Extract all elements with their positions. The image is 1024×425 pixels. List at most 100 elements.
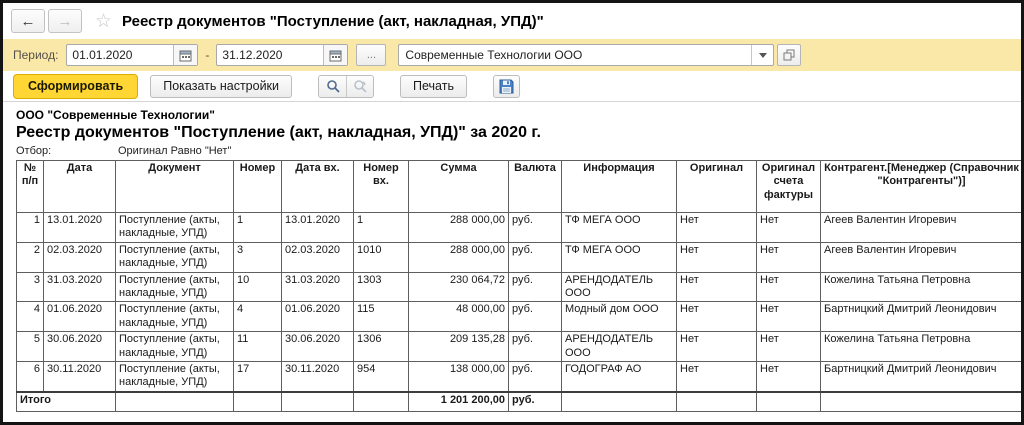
cell-date[interactable]: 01.06.2020 — [43, 301, 116, 333]
cell-date-in[interactable]: 31.03.2020 — [281, 271, 354, 303]
cell-date-in[interactable]: 01.06.2020 — [281, 301, 354, 333]
cell-number[interactable]: 17 — [233, 361, 282, 393]
cell-original[interactable]: Нет — [676, 361, 757, 393]
cell-info[interactable]: АРЕНДОДАТЕЛЬ ООО — [561, 331, 677, 363]
period-more-button[interactable]: ... — [356, 44, 387, 66]
organization-value: Современные Технологии ООО — [405, 48, 583, 62]
cell-number-in[interactable]: 1306 — [353, 331, 409, 363]
cell-number[interactable]: 4 — [233, 301, 282, 333]
cell-info[interactable]: ГОДОГРАФ АО — [561, 361, 677, 393]
calendar-icon[interactable] — [173, 45, 198, 65]
cell-doc[interactable]: Поступление (акты, накладные, УПД) — [115, 271, 234, 303]
cell-num[interactable]: 1 — [16, 212, 44, 243]
cell-currency[interactable]: руб. — [508, 301, 562, 333]
cell-sum[interactable]: 288 000,00 — [408, 241, 509, 273]
cell-date-in[interactable]: 13.01.2020 — [281, 212, 354, 243]
cell-number-in[interactable]: 954 — [353, 361, 409, 393]
cell-date[interactable]: 30.11.2020 — [43, 361, 116, 393]
forward-icon: → — [57, 12, 73, 30]
print-button[interactable]: Печать — [400, 74, 467, 98]
cell-num[interactable]: 2 — [16, 241, 44, 273]
cell-number[interactable]: 1 — [233, 212, 282, 243]
cell-info[interactable]: Модный дом ООО — [561, 301, 677, 333]
cell-original[interactable]: Нет — [676, 271, 757, 303]
filter-bar: Период: - ... Современные Технологии ООО — [3, 39, 1021, 71]
cell-contractor[interactable]: Агеев Валентин Игоревич — [820, 241, 1021, 273]
date-from-input[interactable] — [67, 45, 174, 65]
date-to-input[interactable] — [217, 45, 324, 65]
favorite-star-icon[interactable]: ☆ — [95, 10, 113, 32]
cell-sum[interactable]: 230 064,72 — [408, 271, 509, 303]
cell-date-in[interactable]: 30.11.2020 — [281, 361, 354, 393]
cell-date[interactable]: 02.03.2020 — [43, 241, 116, 273]
cell-original-invoice[interactable]: Нет — [756, 301, 821, 333]
cell-contractor[interactable]: Кожелина Татьяна Петровна — [820, 271, 1021, 303]
cell-original-invoice[interactable]: Нет — [756, 361, 821, 393]
col-header-info: Информация — [561, 160, 677, 213]
cell-doc[interactable]: Поступление (акты, накладные, УПД) — [115, 241, 234, 273]
cell-sum[interactable]: 138 000,00 — [408, 361, 509, 393]
cell-contractor[interactable]: Агеев Валентин Игоревич — [820, 212, 1021, 243]
cell-contractor[interactable]: Бартницкий Дмитрий Леонидович — [820, 361, 1021, 393]
cell-currency[interactable]: руб. — [508, 331, 562, 363]
cell-date-in[interactable]: 02.03.2020 — [281, 241, 354, 273]
cell-original-invoice[interactable]: Нет — [756, 331, 821, 363]
cell-original-invoice[interactable]: Нет — [756, 271, 821, 303]
search-reset-button[interactable] — [346, 75, 374, 97]
cell-doc[interactable]: Поступление (акты, накладные, УПД) — [115, 301, 234, 333]
cell-doc[interactable]: Поступление (акты, накладные, УПД) — [115, 331, 234, 363]
cell-date[interactable]: 30.06.2020 — [43, 331, 116, 363]
cell-original-invoice[interactable]: Нет — [756, 212, 821, 243]
cell-original[interactable]: Нет — [676, 301, 757, 333]
cell-number[interactable]: 3 — [233, 241, 282, 273]
cell-original[interactable]: Нет — [676, 241, 757, 273]
calendar-icon[interactable] — [323, 45, 348, 65]
cell-doc[interactable]: Поступление (акты, накладные, УПД) — [115, 361, 234, 393]
cell-info[interactable]: АРЕНДОДАТЕЛЬ ООО — [561, 271, 677, 303]
cell-num[interactable]: 4 — [16, 301, 44, 333]
search-icon — [326, 80, 340, 93]
table-row: 6 30.11.2020 Поступление (акты, накладны… — [16, 361, 1021, 393]
cell-info[interactable]: ТФ МЕГА ООО — [561, 241, 677, 273]
cell-number[interactable]: 11 — [233, 331, 282, 363]
cell-currency[interactable]: руб. — [508, 241, 562, 273]
cell-number-in[interactable]: 1303 — [353, 271, 409, 303]
cell-number-in[interactable]: 115 — [353, 301, 409, 333]
cell-num[interactable]: 3 — [16, 271, 44, 303]
cell-currency[interactable]: руб. — [508, 361, 562, 393]
cell-sum[interactable]: 48 000,00 — [408, 301, 509, 333]
cell-currency[interactable]: руб. — [508, 212, 562, 243]
forward-button[interactable]: → — [48, 9, 82, 33]
cell-info[interactable]: ТФ МЕГА ООО — [561, 212, 677, 243]
cell-currency[interactable]: руб. — [508, 271, 562, 303]
cell-date-in[interactable]: 30.06.2020 — [281, 331, 354, 363]
cell-original-invoice[interactable]: Нет — [756, 241, 821, 273]
cell-original[interactable]: Нет — [676, 212, 757, 243]
organization-combobox[interactable]: Современные Технологии ООО — [398, 44, 775, 66]
show-settings-button[interactable]: Показать настройки — [150, 74, 293, 98]
cell-number[interactable]: 10 — [233, 271, 282, 303]
save-result-button[interactable] — [492, 74, 520, 98]
col-header-number: Номер — [233, 160, 282, 213]
cell-original[interactable]: Нет — [676, 331, 757, 363]
search-button-group — [318, 74, 375, 98]
cell-number-in[interactable]: 1010 — [353, 241, 409, 273]
search-button[interactable] — [319, 75, 347, 97]
back-button[interactable]: ← — [11, 9, 45, 33]
cell-num[interactable]: 5 — [16, 331, 44, 363]
cell-num[interactable]: 6 — [16, 361, 44, 393]
cell-date[interactable]: 13.01.2020 — [43, 212, 116, 243]
cell-sum[interactable]: 288 000,00 — [408, 212, 509, 243]
total-sum: 1 201 200,00 — [408, 390, 509, 413]
back-icon: ← — [20, 12, 36, 30]
cell-number-in[interactable]: 1 — [353, 212, 409, 243]
cell-contractor[interactable]: Кожелина Татьяна Петровна — [820, 331, 1021, 363]
cell-doc[interactable]: Поступление (акты, накладные, УПД) — [115, 212, 234, 243]
chevron-down-icon[interactable] — [751, 45, 773, 65]
generate-button[interactable]: Сформировать — [13, 73, 139, 99]
col-header-date-in: Дата вх. — [281, 160, 354, 213]
open-organization-button[interactable] — [777, 44, 802, 66]
cell-contractor[interactable]: Бартницкий Дмитрий Леонидович — [820, 301, 1021, 333]
cell-date[interactable]: 31.03.2020 — [43, 271, 116, 303]
cell-sum[interactable]: 209 135,28 — [408, 331, 509, 363]
